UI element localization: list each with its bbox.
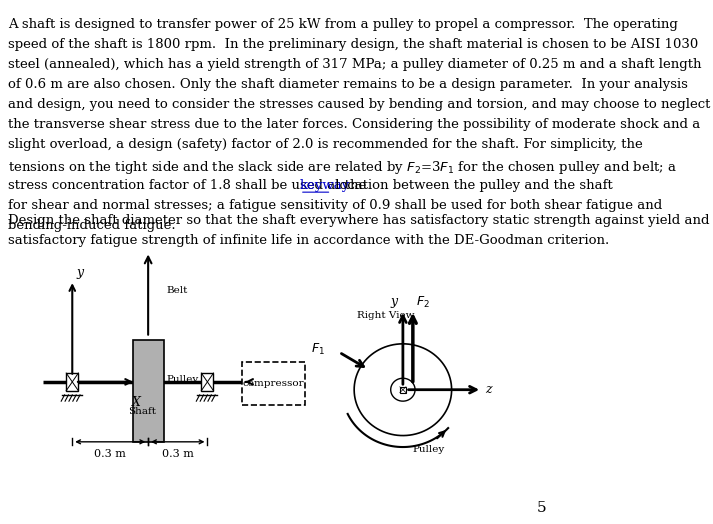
Text: satisfactory fatigue strength of infinite life in accordance with the DE-Goodman: satisfactory fatigue strength of infinit…	[8, 234, 610, 247]
Text: 0.3 m: 0.3 m	[162, 449, 194, 458]
Text: Right View: Right View	[357, 311, 414, 320]
Text: Belt: Belt	[166, 286, 188, 295]
Text: slight overload, a design (safety) factor of 2.0 is recommended for the shaft. F: slight overload, a design (safety) facto…	[8, 138, 643, 151]
Text: steel (annealed), which has a yield strength of 317 MPa; a pulley diameter of 0.: steel (annealed), which has a yield stre…	[8, 58, 702, 71]
Text: the transverse shear stress due to the later forces. Considering the possibility: the transverse shear stress due to the l…	[8, 118, 700, 132]
Text: speed of the shaft is 1800 rpm.  In the preliminary design, the shaft material i: speed of the shaft is 1800 rpm. In the p…	[8, 38, 698, 51]
Text: X: X	[131, 397, 140, 409]
Text: stress concentration factor of 1.8 shall be used at the: stress concentration factor of 1.8 shall…	[8, 179, 366, 192]
Text: of 0.6 m are also chosen. Only the shaft diameter remains to be a design paramet: of 0.6 m are also chosen. Only the shaft…	[8, 78, 688, 91]
Bar	[201, 373, 213, 391]
Text: keyway: keyway	[300, 179, 350, 192]
Text: Pulley: Pulley	[413, 445, 445, 454]
Text: Shaft: Shaft	[128, 407, 157, 416]
Text: bending-induced fatigue.: bending-induced fatigue.	[8, 219, 175, 232]
Text: location between the pulley and the shaft: location between the pulley and the shaf…	[332, 179, 613, 192]
Text: A shaft is designed to transfer power of 25 kW from a pulley to propel a compres: A shaft is designed to transfer power of…	[8, 18, 678, 31]
Text: compressor: compressor	[242, 379, 304, 388]
Text: and design, you need to consider the stresses caused by bending and torsion, and: and design, you need to consider the str…	[8, 99, 710, 111]
Bar	[242, 362, 305, 406]
Text: Pulley: Pulley	[166, 375, 199, 384]
Bar	[66, 373, 78, 391]
Bar	[400, 387, 406, 392]
Text: 0.3 m: 0.3 m	[94, 449, 126, 458]
Text: $F_2$: $F_2$	[416, 295, 430, 310]
Text: y: y	[77, 266, 84, 279]
Text: z: z	[485, 383, 491, 396]
Bar	[133, 340, 164, 442]
Text: $F_1$: $F_1$	[312, 342, 325, 357]
Text: y: y	[390, 296, 397, 309]
Text: Design the shaft diameter so that the shaft everywhere has satisfactory static s: Design the shaft diameter so that the sh…	[8, 214, 709, 227]
Text: tensions on the tight side and the slack side are related by $F_2$=3$F_1$ for th: tensions on the tight side and the slack…	[8, 159, 677, 176]
Text: for shear and normal stresses; a fatigue sensitivity of 0.9 shall be used for bo: for shear and normal stresses; a fatigue…	[8, 199, 662, 212]
Text: 5: 5	[538, 501, 547, 515]
